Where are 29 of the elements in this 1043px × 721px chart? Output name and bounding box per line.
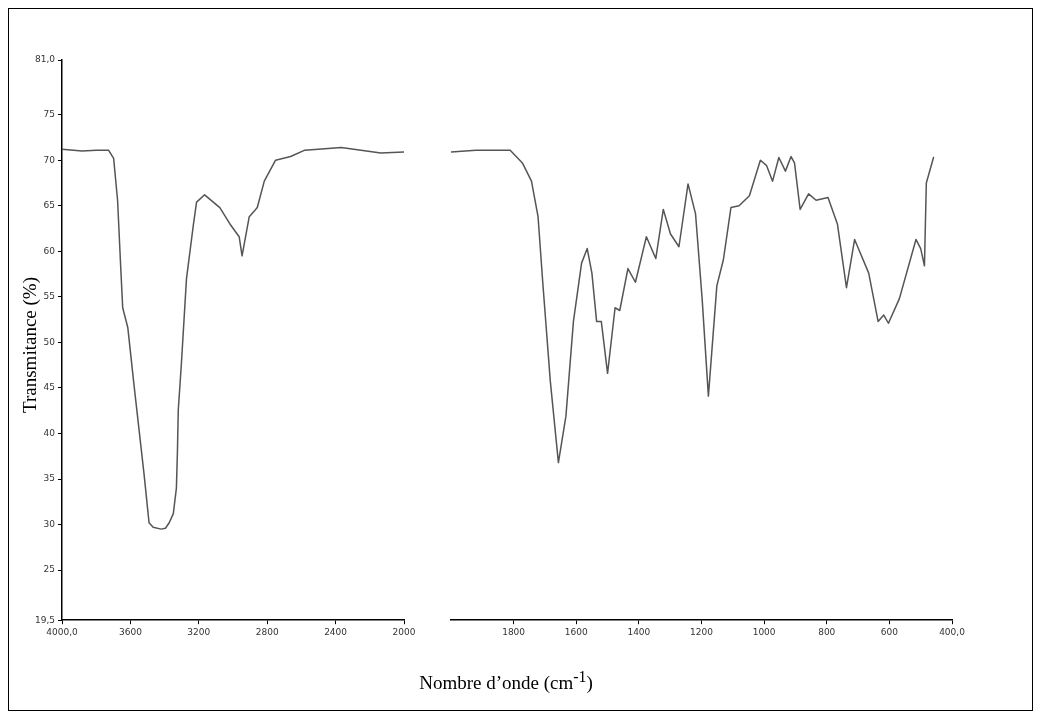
x-tick-label: 1200 [690, 626, 714, 637]
x-axis-title: Nombre d’onde (cm$^{-1}$) [419, 668, 593, 695]
x-tick-label: 400,0 [939, 626, 966, 637]
y-tick-label: 40 [43, 427, 56, 438]
x-tick-label: 1000 [752, 626, 777, 637]
x-tick-label: 3200 [187, 626, 211, 637]
x-tick-label: 600 [881, 626, 899, 637]
x-tick-label: 1600 [565, 626, 589, 637]
y-tick-label: 65 [43, 200, 55, 211]
x-tick-label: 1800 [502, 626, 526, 637]
y-tick-label: 55 [43, 291, 55, 302]
y-tick-label: 19,5 [34, 614, 55, 625]
y-tick-label: 45 [43, 382, 55, 393]
y-axis-title: Transmitance (%) [19, 277, 41, 413]
x-tick-label: 2800 [255, 626, 279, 637]
x-tick-label: 1400 [627, 626, 651, 637]
x-tick-label: 4000,0 [46, 626, 79, 637]
y-tick-label: 70 [43, 154, 56, 165]
x-tick-label: 2400 [324, 626, 348, 637]
x-tick-label: 2000 [392, 626, 416, 637]
y-tick-label: 30 [43, 518, 56, 529]
y-tick-label: 60 [43, 245, 56, 256]
y-tick-label: 81,0 [34, 54, 56, 65]
y-tick-label: 50 [43, 336, 56, 347]
x-tick-label: 800 [818, 626, 836, 637]
x-tick-label: 3600 [118, 626, 143, 637]
y-tick-label: 25 [43, 564, 55, 575]
y-tick-label: 35 [43, 473, 55, 484]
y-tick-label: 75 [43, 109, 55, 119]
